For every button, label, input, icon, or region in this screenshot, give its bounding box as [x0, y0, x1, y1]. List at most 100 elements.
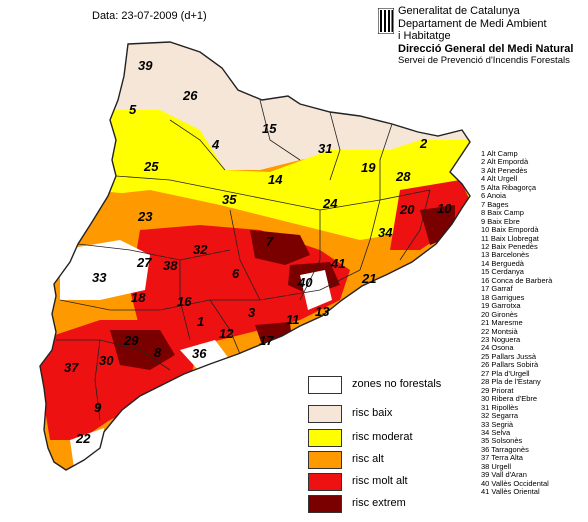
county-list-item: 1 Alt Camp — [481, 149, 518, 158]
header-line-5: Servei de Prevenció d'Incendis Forestals — [398, 55, 570, 66]
county-list-item: 32 Segarra — [481, 411, 519, 421]
county-list-item: 29 Priorat — [481, 385, 514, 395]
county-number-label: 29 — [123, 333, 139, 348]
county-number-label: 13 — [315, 304, 330, 319]
county-list-item: 7 Bages — [481, 199, 509, 209]
county-border-line — [229, 209, 261, 301]
county-number-label: 9 — [94, 400, 102, 415]
county-list-item: 20 Gironès — [481, 309, 518, 319]
legend-label: risc molt alt — [352, 475, 408, 487]
header-line-4: Direcció General del Medi Natural — [398, 42, 574, 55]
county-list-item: 24 Osona — [481, 343, 514, 353]
county-list-item: 31 Ripollès — [481, 402, 519, 412]
county-list-item: 5 Alta Ribagorça — [481, 182, 537, 192]
county-number-label: 41 — [330, 256, 345, 271]
county-list-item: 16 Conca de Barberà — [481, 275, 553, 285]
county-list-item: 15 Cerdanya — [481, 267, 524, 277]
county-number-label: 16 — [177, 294, 192, 309]
county-number-label: 14 — [268, 172, 283, 187]
county-number-label: 5 — [129, 102, 137, 117]
county-number-label: 31 — [318, 141, 332, 156]
county-border-line — [259, 99, 301, 161]
county-list-item: 9 Baix Ebre — [481, 216, 520, 226]
county-border-line — [56, 339, 171, 371]
county-borders — [56, 99, 431, 421]
county-number-label: 12 — [219, 326, 234, 341]
legend-swatch — [308, 429, 342, 447]
county-list-item: 19 Garrotxa — [481, 301, 521, 311]
county-border-line — [94, 339, 101, 421]
county-number-label: 10 — [437, 201, 452, 216]
county-list-item: 14 Berguedà — [481, 258, 524, 268]
county-list: 1 Alt Camp 2 Alt Empordà 3 Alt Penedès 4 Al… — [481, 149, 553, 497]
county-number-label: 15 — [262, 121, 277, 136]
county-list-item: 34 Selva — [481, 427, 511, 437]
county-list-item: 28 Pla de l'Estany — [481, 377, 541, 387]
county-list-item: 36 Tarragonès — [481, 444, 529, 454]
county-list-item: 4 Alt Urgell — [481, 174, 518, 184]
county-number-label: 34 — [378, 225, 393, 240]
county-number-label: 36 — [192, 346, 207, 361]
county-number-label: 24 — [322, 196, 338, 211]
zone-extreme-bages — [250, 230, 310, 265]
county-border-line — [179, 260, 191, 341]
county-list-item: 12 Baix Penedès — [481, 241, 538, 251]
county-number-label: 35 — [222, 192, 237, 207]
header-line-3: i Habitatge — [398, 30, 451, 42]
zone-no-forest-segrià — [60, 240, 150, 300]
county-number-label: 25 — [143, 159, 159, 174]
legend-item-very-high: risc molt alt — [308, 473, 568, 491]
county-number-label: 28 — [395, 169, 411, 184]
county-list-item: 10 Baix Empordà — [481, 225, 539, 235]
county-list-item: 6 Anoia — [481, 191, 507, 201]
county-number-label: 1 — [197, 314, 204, 329]
zone-no-forest-barcelona — [300, 270, 332, 310]
county-list-item: 13 Barcelonès — [481, 250, 529, 260]
legend-item-no-forest: zones no forestals — [308, 376, 568, 394]
county-list-item: 26 Pallars Sobirà — [481, 360, 539, 370]
county-number-label: 30 — [99, 353, 114, 368]
legend-swatch — [308, 473, 342, 491]
county-number-labels: 39 26 15 5 4 31 2 25 19 28 14 35 24 23 2… — [64, 58, 452, 446]
legend-swatch — [308, 405, 342, 423]
county-list-item: 37 Terra Alta — [481, 453, 523, 463]
county-list-item: 25 Pallars Jussà — [481, 351, 537, 361]
legend-swatch — [308, 451, 342, 469]
county-list-item: 17 Garraf — [481, 284, 513, 294]
legend-item-high: risc alt — [308, 451, 568, 469]
county-list-item: 11 Baix Llobregat — [481, 233, 539, 243]
county-border-line — [399, 189, 431, 261]
county-list-item: 8 Baix Camp — [481, 208, 524, 218]
county-number-label: 23 — [137, 209, 153, 224]
county-border-line — [115, 175, 221, 191]
county-number-label: 18 — [131, 290, 146, 305]
county-border-line — [379, 123, 393, 200]
county-number-label: 19 — [361, 160, 376, 175]
county-border-line — [359, 199, 381, 271]
legend-label: risc alt — [352, 453, 384, 465]
county-number-label: 11 — [286, 312, 300, 327]
zone-extreme-priorat — [110, 330, 175, 370]
legend-label: risc baix — [352, 407, 393, 419]
legend-item-moderate: risc moderat — [308, 429, 568, 447]
header-line-1: Generalitat de Catalunya — [398, 5, 520, 17]
legend-item-low: risc baix — [308, 405, 568, 423]
county-list-item: 35 Solsonès — [481, 436, 523, 446]
county-list-item: 2 Alt Empordà — [481, 157, 529, 167]
county-list-item: 21 Maresme — [481, 318, 523, 328]
county-number-label: 8 — [154, 345, 162, 360]
county-number-label: 38 — [163, 258, 178, 273]
county-number-label: 6 — [232, 266, 240, 281]
county-list-item: 22 Montsià — [481, 326, 518, 336]
legend-swatch — [308, 376, 342, 394]
county-number-label: 33 — [92, 270, 107, 285]
legend-label: risc extrem — [352, 497, 406, 509]
legend-swatch — [308, 495, 342, 513]
county-number-label: 2 — [419, 136, 428, 151]
county-list-item: 41 Vallès Oriental — [481, 487, 540, 497]
county-list-item: 27 Pla d'Urgell — [481, 368, 530, 378]
header-line-2: Departament de Medi Ambient — [398, 17, 547, 30]
county-border-line — [169, 119, 226, 171]
county-number-label: 21 — [361, 271, 376, 286]
